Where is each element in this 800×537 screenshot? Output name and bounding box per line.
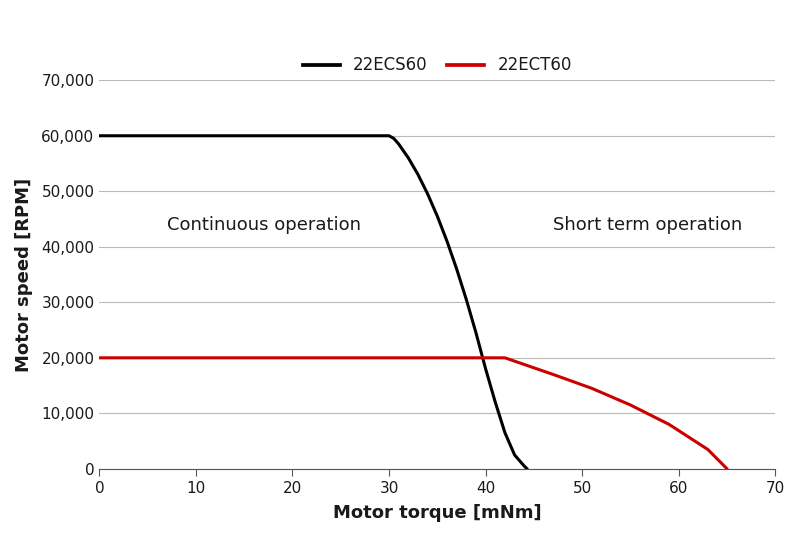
Text: Continuous operation: Continuous operation xyxy=(167,215,361,234)
Legend: 22ECS60, 22ECT60: 22ECS60, 22ECT60 xyxy=(296,50,578,81)
Text: Short term operation: Short term operation xyxy=(554,215,742,234)
Y-axis label: Motor speed [RPM]: Motor speed [RPM] xyxy=(15,178,33,372)
X-axis label: Motor torque [mNm]: Motor torque [mNm] xyxy=(333,504,542,522)
